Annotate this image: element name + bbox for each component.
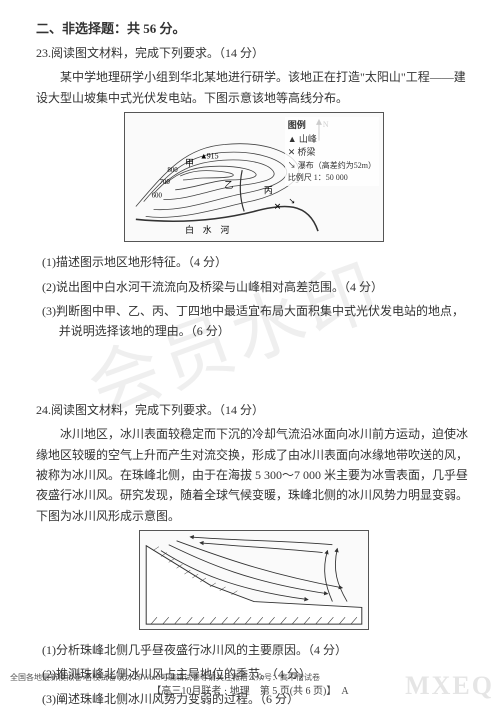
page-content: 二、非选择题：共 56 分。 23.阅读图文材料，完成下列要求。（14 分） 某… xyxy=(0,0,500,723)
q24-figure-wrap xyxy=(36,530,472,634)
q23-contour-map: ▲ 915 800 700 600 白 水 河 ✕ ↘ 甲 乙 丙 丁 xyxy=(124,112,384,242)
q23-intro: 某中学地理研学小组到华北某地进行研学。该地正在打造"太阳山"工程——建设大型山坡… xyxy=(36,67,472,108)
svg-text:✕: ✕ xyxy=(274,202,281,212)
svg-text:800: 800 xyxy=(167,167,178,174)
q23-sub1: (1)描述图示地区地形特征。（4 分） xyxy=(42,252,472,272)
q24-stem: 24.阅读图文材料，完成下列要求。（14 分） xyxy=(36,400,472,420)
q24-sub2: (2)推测珠峰北侧冰川风占主导地位的季节。（4 分） xyxy=(42,664,472,684)
svg-text:乙: 乙 xyxy=(224,180,233,190)
svg-text:甲: 甲 xyxy=(185,158,194,168)
svg-text:白 水 河: 白 水 河 xyxy=(185,224,229,235)
q23-stem: 23.阅读图文材料，完成下列要求。（14 分） xyxy=(36,43,472,63)
q24-glacier-diagram xyxy=(139,530,369,630)
svg-text:700: 700 xyxy=(159,179,170,186)
q23-legend: 图例 ▲ 山峰 ✕ 桥梁 ↘ 瀑布（高差约为52m） 比例尺 1：50 000 xyxy=(285,117,379,186)
q24-sub3: (3)阐述珠峰北侧冰川风势力变弱的过程。（6 分） xyxy=(42,689,472,709)
q23-sub2: (2)说出图中白水河干流流向及桥梁与山峰相对高差范围。（4 分） xyxy=(42,277,472,297)
q23-figure-wrap: ▲ 915 800 700 600 白 水 河 ✕ ↘ 甲 乙 丙 丁 xyxy=(36,112,472,246)
svg-text:↘: ↘ xyxy=(288,197,295,206)
q24-sub1: (1)分析珠峰北侧几乎昼夜盛行冰川风的主要原因。（4 分） xyxy=(42,640,472,660)
q24-intro: 冰川地区，冰川表面较稳定而下沉的冷却气流沿冰面向冰川前方运动，迫使冰缘地区较暖的… xyxy=(36,424,472,526)
q23-sub3: (3)判断图中甲、乙、丙、丁四地中最适宜布局大面积集中式光伏发电站的地点，并说明… xyxy=(42,301,472,342)
svg-text:600: 600 xyxy=(152,193,163,200)
svg-text:915: 915 xyxy=(207,151,219,160)
section-heading: 二、非选择题：共 56 分。 xyxy=(36,18,472,37)
svg-text:丙: 丙 xyxy=(264,186,273,196)
